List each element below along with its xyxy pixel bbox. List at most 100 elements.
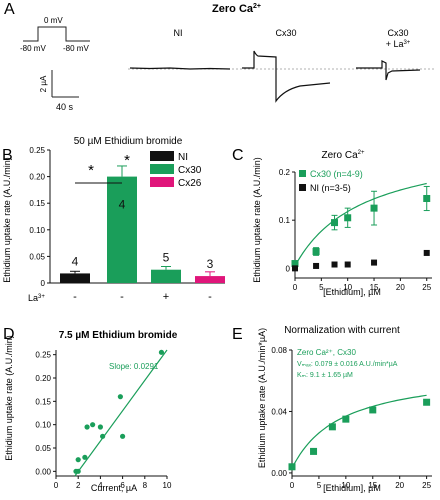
panel-e-xlabel: [Ethidium], µM [323, 483, 381, 493]
panel-e-x-tick-label: 0 [290, 481, 295, 490]
panel-b-bars: 4 - 4 - 5 +3 - La3+ * * [28, 152, 225, 303]
panel-d-point [158, 349, 165, 355]
significance-star-1: * [88, 162, 94, 179]
panel-d-x-tick-label: 2 [76, 481, 81, 490]
panel-b-y-tick-label: 0.15 [29, 199, 45, 208]
panel-e-plot: 0 5 10 15 20 25 0.00 0.04 0.08 [271, 346, 432, 490]
panel-c-cx30-point [331, 219, 339, 227]
panel-d-point [90, 422, 96, 428]
panel-c-cx30-point [344, 214, 352, 222]
panel-b-y-tick-label: 0 [41, 279, 46, 288]
panel-c-ni-point [331, 261, 338, 268]
panel-c-cx30-point [291, 260, 299, 268]
panel-d-point [84, 424, 90, 430]
panel-d-y-tick-label: 0.20 [35, 374, 51, 383]
trace-cx30-la-label: Cx30 [387, 28, 408, 38]
panel-letter-b: B [2, 147, 13, 164]
voltage-protocol: 0 mV -80 mV -80 mV [20, 16, 90, 53]
panel-letter-e: E [232, 326, 243, 343]
panel-e: E Normalization with current Ethidium up… [232, 325, 432, 493]
panel-d-x-tick-label: 4 [98, 481, 103, 490]
panel-letter-d: D [3, 326, 15, 343]
panel-b-y-tick-label: 0.20 [29, 173, 45, 182]
panel-d-point [97, 424, 103, 430]
trace-cx30: Cx30 [242, 28, 331, 103]
panel-e-x-tick-label: 20 [395, 481, 404, 490]
panel-c-cx30-point [312, 248, 320, 255]
panel-d-title: 7.5 µM Ethidium bromide [59, 330, 178, 341]
panel-d-y-tick-label: 0.00 [35, 467, 51, 476]
panel-c-ni-point [371, 259, 378, 266]
la-mark-1: - [73, 291, 77, 303]
trace-cx30-la-line [356, 60, 421, 81]
trace-cx30-label: Cx30 [275, 28, 296, 38]
panel-d-x-tick-label: 10 [163, 481, 172, 490]
panel-c-cx30-point [370, 204, 378, 212]
scale-bar: 2 µA 40 s [39, 70, 79, 112]
panel-c-y-tick-label: 0.2 [279, 168, 291, 177]
trace-ni-label: NI [174, 28, 183, 38]
panel-c-plot: 0 5 10 15 20 25 0 0.1 0.2 Cx30 (n=4-9) NI (n=3-5) [279, 168, 432, 292]
panel-c-y-tick-label: 0 [286, 264, 291, 273]
panel-d-point [75, 468, 81, 474]
panel-c: C Zero Ca2+ Ethidium uptake rate (A.U./m… [232, 147, 432, 297]
panel-b-ylabel: Ethidium uptake rate (A.U./min) [2, 157, 12, 283]
panel-e-point [328, 423, 336, 431]
panel-e-y-tick-label: 0.08 [271, 346, 287, 355]
panel-c-x-tick-label: 25 [422, 283, 431, 292]
panel-d-y-tick-label: 0.05 [35, 444, 51, 453]
panel-d-point [82, 454, 88, 460]
panel-letter-a: A [4, 1, 15, 18]
panel-e-point [310, 447, 318, 455]
panel-b-y-tick-label: 0.05 [29, 252, 45, 261]
panel-e-fit-curve [291, 394, 427, 469]
panel-c-y-tick-label: 0.1 [279, 216, 291, 225]
panel-c-ni-point [313, 262, 320, 269]
panel-d-slope-annotation: Slope: 0.0291 [109, 362, 159, 371]
panel-b-legend: NI Cx30 Cx26 [150, 151, 202, 189]
legend-swatch-3 [150, 177, 174, 187]
trace-cx30-la: Cx30 + La3+ [356, 28, 421, 81]
panel-d-x-tick-label: 0 [54, 481, 59, 490]
panel-e-x-tick-label: 5 [317, 481, 322, 490]
panel-c-x-tick-label: 10 [343, 283, 352, 292]
panel-c-x-tick-label: 20 [396, 283, 405, 292]
panel-c-x-tick-label: 15 [370, 283, 379, 292]
legend-label-1: NI [178, 152, 188, 163]
panel-d-point [120, 433, 126, 439]
legend-swatch-2 [150, 164, 174, 174]
la-mark-3: + [163, 291, 169, 303]
panel-d-xlabel: Current, µA [91, 483, 137, 493]
protocol-hold-left-label: -80 mV [20, 44, 46, 53]
bar-3 [151, 269, 181, 283]
panel-c-x-tick-label: 5 [319, 283, 324, 292]
panel-e-point [288, 463, 296, 471]
panel-d-x-tick-label: 6 [120, 481, 125, 490]
bar-n-label-3: 5 [163, 251, 170, 265]
protocol-step-label: 0 mV [44, 16, 63, 25]
panel-e-x-tick-label: 25 [422, 481, 431, 490]
panel-c-x-tick-label: 0 [293, 283, 298, 292]
panel-e-point [369, 406, 377, 414]
panel-c-xlabel: [Ethidium], µM [323, 287, 381, 297]
panel-d-point [100, 433, 106, 439]
la-mark-2: - [120, 291, 124, 303]
panel-d-point [75, 457, 81, 463]
panel-e-y-tick-label: 0.00 [271, 469, 287, 478]
panel-e-x-tick-label: 10 [341, 481, 350, 490]
la-row-label: La3+ [28, 293, 45, 303]
bar-4 [195, 276, 225, 283]
legend-label-2: Cx30 [178, 165, 202, 176]
trace-cx30-la-label-line2: + La3+ [386, 39, 411, 49]
bar-n-label-2: 4 [119, 198, 126, 212]
bar-2 [107, 176, 137, 283]
panel-letter-c: C [232, 147, 244, 164]
scale-current-label: 2 µA [39, 75, 48, 92]
panel-c-fit-curve [294, 182, 427, 267]
panel-e-annotation-line1: Zero Ca²⁺, Cx30 [297, 348, 356, 357]
trace-cx30-line [242, 50, 331, 103]
panel-e-point [342, 415, 350, 423]
scale-time-label: 40 s [56, 102, 74, 112]
legend-swatch-1 [150, 151, 174, 161]
panel-b-y-tick-label: 0.25 [29, 146, 45, 155]
